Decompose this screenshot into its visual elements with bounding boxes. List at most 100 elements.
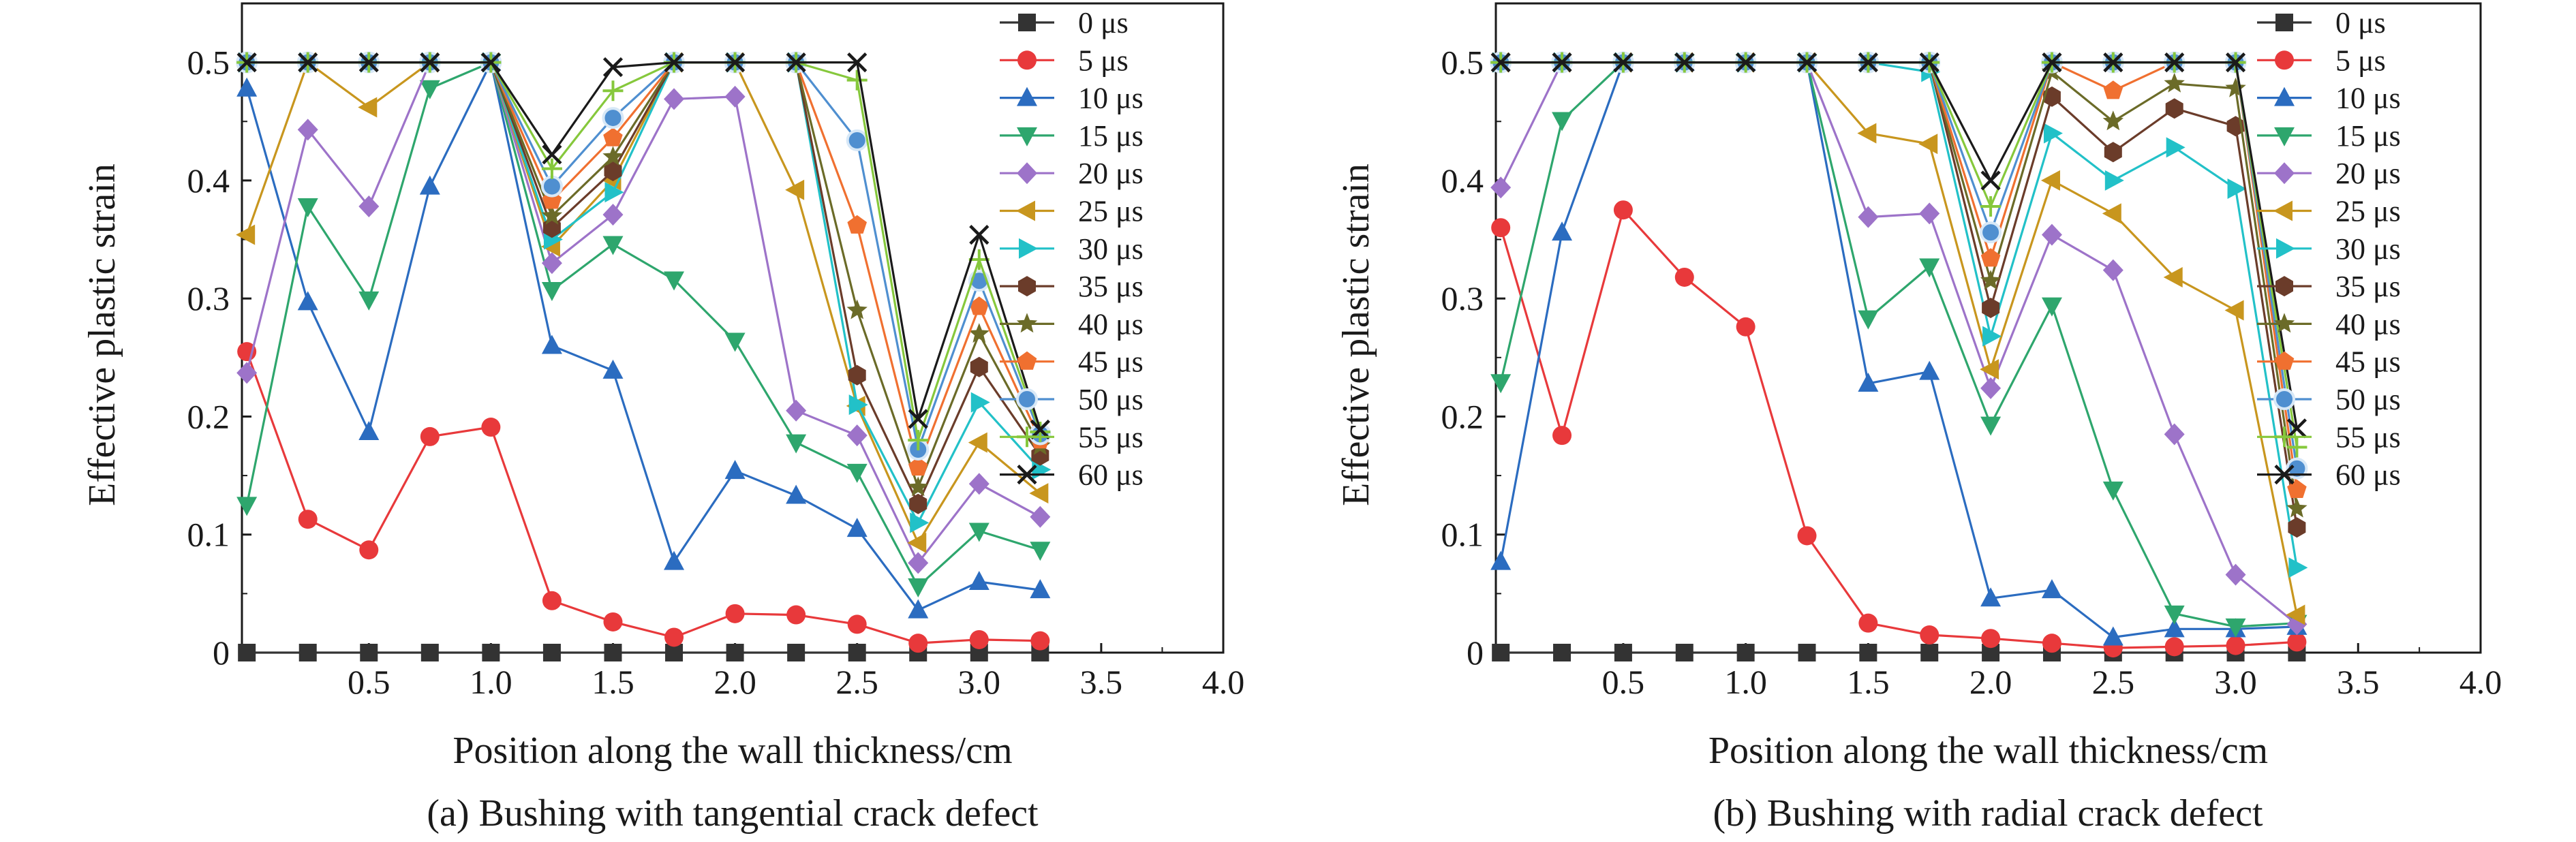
y-tick-label: 0.2 xyxy=(1441,397,1484,435)
data-point xyxy=(2102,110,2123,131)
data-point xyxy=(908,578,929,597)
legend-item: 55 μs xyxy=(2257,420,2401,454)
data-point xyxy=(1797,526,1817,546)
legend-label: 40 μs xyxy=(2335,307,2401,341)
legend-item: 30 μs xyxy=(1000,232,1144,266)
data-point xyxy=(1798,644,1816,661)
series-line xyxy=(1499,208,2297,649)
data-point xyxy=(2226,636,2245,655)
y-tick-label: 0.3 xyxy=(1441,279,1484,317)
data-point xyxy=(1552,426,1572,446)
data-point xyxy=(602,107,624,129)
data-point xyxy=(1982,326,2002,347)
data-point xyxy=(847,215,867,234)
data-point xyxy=(2166,137,2186,158)
data-point xyxy=(908,634,928,653)
series-line xyxy=(245,61,1041,544)
data-point xyxy=(1490,52,1511,73)
data-point xyxy=(2225,618,2246,638)
data-point xyxy=(1919,360,1940,380)
data-point xyxy=(1919,258,1940,278)
data-point xyxy=(1736,317,1755,337)
x-tick-label: 3.5 xyxy=(1080,663,1123,701)
x-tick-label: 0.5 xyxy=(1602,663,1645,701)
y-tick-label: 0.1 xyxy=(187,516,230,554)
data-point xyxy=(1553,644,1571,661)
data-point xyxy=(2225,77,2246,97)
data-point xyxy=(604,644,622,661)
data-point xyxy=(2042,634,2061,653)
data-point xyxy=(724,460,746,480)
data-point xyxy=(1980,248,2001,267)
legend: 0 μs 5 μs 10 μs 15 μs 20 μs 25 μs 30 μs 35 μs 40… xyxy=(1000,6,1144,492)
data-point xyxy=(2164,423,2185,446)
legend-item: 20 μs xyxy=(2257,157,2401,190)
legend-label: 25 μs xyxy=(1078,195,1144,228)
data-point xyxy=(2041,579,2062,599)
data-point xyxy=(907,532,927,553)
data-point xyxy=(968,571,990,591)
data-point xyxy=(908,430,929,451)
data-point xyxy=(2164,52,2185,73)
series-line xyxy=(245,61,1041,612)
data-point xyxy=(1858,613,1878,633)
data-point xyxy=(1613,200,1633,220)
data-point xyxy=(420,644,439,661)
legend-item: 55 μs xyxy=(1000,420,1144,454)
legend-label: 50 μs xyxy=(1078,383,1144,416)
data-point xyxy=(542,144,562,165)
data-point xyxy=(541,252,562,275)
series-0us xyxy=(238,644,1049,661)
legend-item: 50 μs xyxy=(2257,383,2401,416)
data-point xyxy=(2225,52,2246,73)
data-point xyxy=(358,52,379,73)
data-point xyxy=(2288,517,2306,538)
data-point xyxy=(358,97,378,118)
legend-item: 45 μs xyxy=(2257,345,2401,379)
data-point xyxy=(2287,632,2307,652)
legend-label: 20 μs xyxy=(1078,157,1144,190)
y-tick-label: 0.2 xyxy=(187,397,230,435)
figure-caption: (b) Bushing with radial crack defect xyxy=(1713,792,2263,835)
series-10us xyxy=(1490,51,2307,646)
data-point xyxy=(2103,80,2123,99)
x-tick-label: 2.5 xyxy=(835,663,878,701)
data-point xyxy=(1919,202,1940,225)
legend-item: 30 μs xyxy=(2257,232,2401,266)
series-5us xyxy=(1491,200,2307,658)
data-point xyxy=(664,271,685,291)
data-point xyxy=(358,196,380,218)
data-point xyxy=(541,282,562,302)
data-point xyxy=(2225,563,2246,586)
data-point xyxy=(846,299,868,319)
data-point xyxy=(846,463,868,483)
legend-label: 10 μs xyxy=(1078,82,1144,115)
legend-marker xyxy=(2274,127,2295,146)
data-point xyxy=(540,175,563,198)
series-40us xyxy=(1490,51,2307,518)
series-35us xyxy=(1492,52,2306,538)
data-point xyxy=(2102,259,2123,281)
data-point xyxy=(1796,52,1818,73)
data-point xyxy=(2286,457,2308,480)
data-point xyxy=(297,119,318,141)
legend-item: 10 μs xyxy=(2257,82,2401,115)
data-point xyxy=(1980,359,1999,380)
y-tick-label: 0.4 xyxy=(1441,161,1484,200)
series-line xyxy=(1501,61,2298,528)
data-point xyxy=(602,80,624,102)
data-point xyxy=(1490,176,1512,199)
legend-label: 35 μs xyxy=(2335,270,2401,303)
data-point xyxy=(846,424,868,447)
data-point xyxy=(970,356,988,377)
data-point xyxy=(1980,270,2002,290)
data-point xyxy=(1490,374,1512,394)
legend-marker xyxy=(1017,351,1037,370)
data-point xyxy=(602,236,624,255)
data-point xyxy=(602,57,624,78)
data-point xyxy=(910,512,930,533)
legend-marker xyxy=(2274,426,2295,448)
data-point xyxy=(236,52,257,73)
legend-marker xyxy=(2275,50,2294,70)
